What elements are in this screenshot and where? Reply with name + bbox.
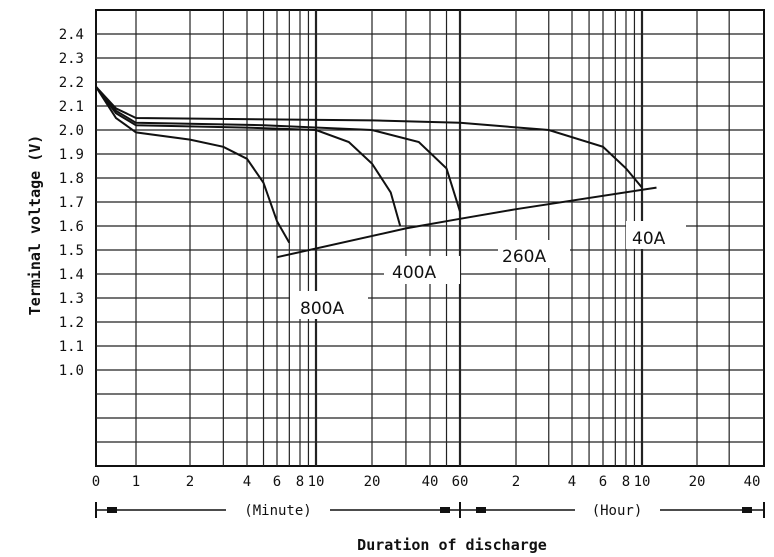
- x-tick-label: 40: [422, 474, 439, 490]
- series-line-400a: [95, 86, 402, 227]
- x-tick-label: 20: [689, 474, 706, 490]
- hour-range-bar: (Hour): [459, 502, 765, 519]
- x-tick-labels: 0 1 2 4 6 8 10 20 40 60 2 4 6 8 10 20 40: [92, 474, 761, 490]
- x-tick-label: 40: [744, 474, 761, 490]
- y-tick-label: 1.4: [59, 267, 84, 283]
- y-tick-label: 1.0: [59, 363, 84, 379]
- x-tick-label: 8: [296, 474, 304, 490]
- x-tick-label: 6: [599, 474, 607, 490]
- y-tick-label: 2.3: [59, 51, 84, 67]
- hour-label: (Hour): [592, 503, 643, 519]
- series-label-400a: 400A: [392, 263, 436, 283]
- x-tick-label: 4: [243, 474, 251, 490]
- y-tick-label: 2.2: [59, 75, 84, 91]
- series-labels: 800A 400A 260A 40A: [290, 221, 686, 319]
- x-tick-label: 10: [308, 474, 325, 490]
- y-tick-label: 2.1: [59, 99, 84, 115]
- y-tick-label: 2.0: [59, 123, 84, 139]
- y-tick-label: 1.1: [59, 339, 84, 355]
- x-axis-title: Duration of discharge: [357, 536, 547, 554]
- series-line-800a: [95, 86, 291, 244]
- x-tick-label: 60: [452, 474, 469, 490]
- y-tick-label: 1.5: [59, 243, 84, 259]
- minute-range-bar: (Minute): [95, 502, 460, 519]
- y-tick-label: 1.8: [59, 171, 84, 187]
- x-tick-label: 0: [92, 474, 100, 490]
- chart-curves: [95, 86, 657, 259]
- end-voltage-line: [276, 186, 657, 259]
- x-tick-label: 20: [364, 474, 381, 490]
- y-tick-label: 1.9: [59, 147, 84, 163]
- y-tick-label: 1.6: [59, 219, 84, 235]
- y-axis-title: Terminal voltage (V): [26, 135, 44, 316]
- x-tick-label: 2: [186, 474, 194, 490]
- minute-label: (Minute): [244, 503, 311, 519]
- series-label-260a: 260A: [502, 247, 546, 267]
- x-tick-label: 10: [634, 474, 651, 490]
- series-label-800a: 800A: [300, 299, 344, 319]
- y-tick-label: 1.7: [59, 195, 84, 211]
- x-tick-label: 8: [622, 474, 630, 490]
- y-tick-labels: 2.4 2.3 2.2 2.1 2.0 1.9 1.8 1.7 1.6 1.5 1.4 1.3 1.2 1…: [59, 27, 84, 379]
- series-line-260a: [95, 86, 461, 212]
- x-tick-label: 1: [132, 474, 140, 490]
- x-tick-label: 4: [568, 474, 576, 490]
- series-label-40a: 40A: [632, 229, 666, 249]
- y-tick-label: 1.2: [59, 315, 84, 331]
- series-line-40a: [95, 86, 643, 189]
- x-tick-label: 2: [512, 474, 520, 490]
- x-tick-label: 6: [273, 474, 281, 490]
- y-tick-label: 2.4: [59, 27, 84, 43]
- y-tick-label: 1.3: [59, 291, 84, 307]
